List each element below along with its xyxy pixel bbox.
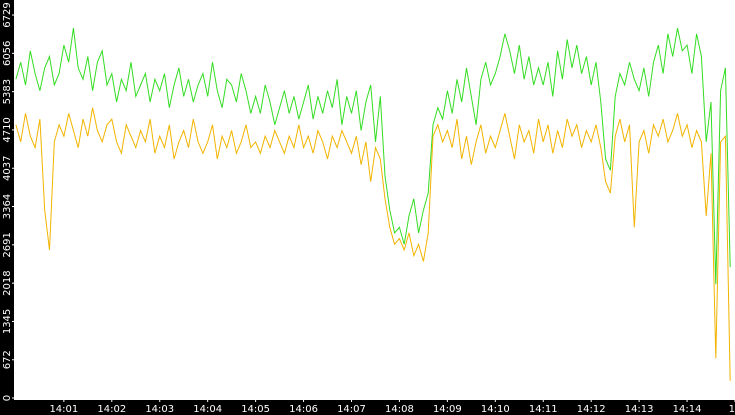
x-tick-label: 14:13 [625, 404, 654, 415]
x-tick-label: 14:12 [577, 404, 606, 415]
series-line [15, 107, 731, 381]
y-tick-label: 672 [2, 350, 13, 369]
y-tick-label: 2691 [2, 232, 13, 257]
x-axis-strip [0, 400, 735, 415]
x-tick-label: 14:02 [97, 404, 126, 415]
x-tick-label: 14:05 [241, 404, 270, 415]
y-axis-strip [0, 0, 14, 415]
x-tick-label: 14:11 [529, 404, 558, 415]
x-tick-label: 14 [729, 404, 735, 415]
x-tick-label: 14:07 [337, 404, 366, 415]
x-tick-label: 14:09 [433, 404, 462, 415]
x-tick-label: 14:10 [481, 404, 510, 415]
y-tick-label: 2018 [2, 270, 13, 295]
series-line [15, 27, 731, 285]
x-tick-label: 14:04 [193, 404, 222, 415]
y-tick-label: 6056 [2, 41, 13, 66]
y-tick-label: 1345 [2, 309, 13, 334]
x-tick-label: 14:01 [49, 404, 78, 415]
y-tick-label: 5383 [2, 79, 13, 104]
x-tick-label: 14:08 [385, 404, 414, 415]
x-tick-label: 14:03 [145, 404, 174, 415]
x-tick-label: 14:14 [673, 404, 702, 415]
y-tick-label: 0 [2, 395, 13, 401]
y-tick-label: 4710 [2, 117, 13, 142]
y-tick-label: 4037 [2, 156, 13, 181]
y-tick-label: 3364 [2, 194, 13, 219]
y-tick-label: 6729 [2, 2, 13, 27]
x-tick-label: 14:06 [289, 404, 318, 415]
